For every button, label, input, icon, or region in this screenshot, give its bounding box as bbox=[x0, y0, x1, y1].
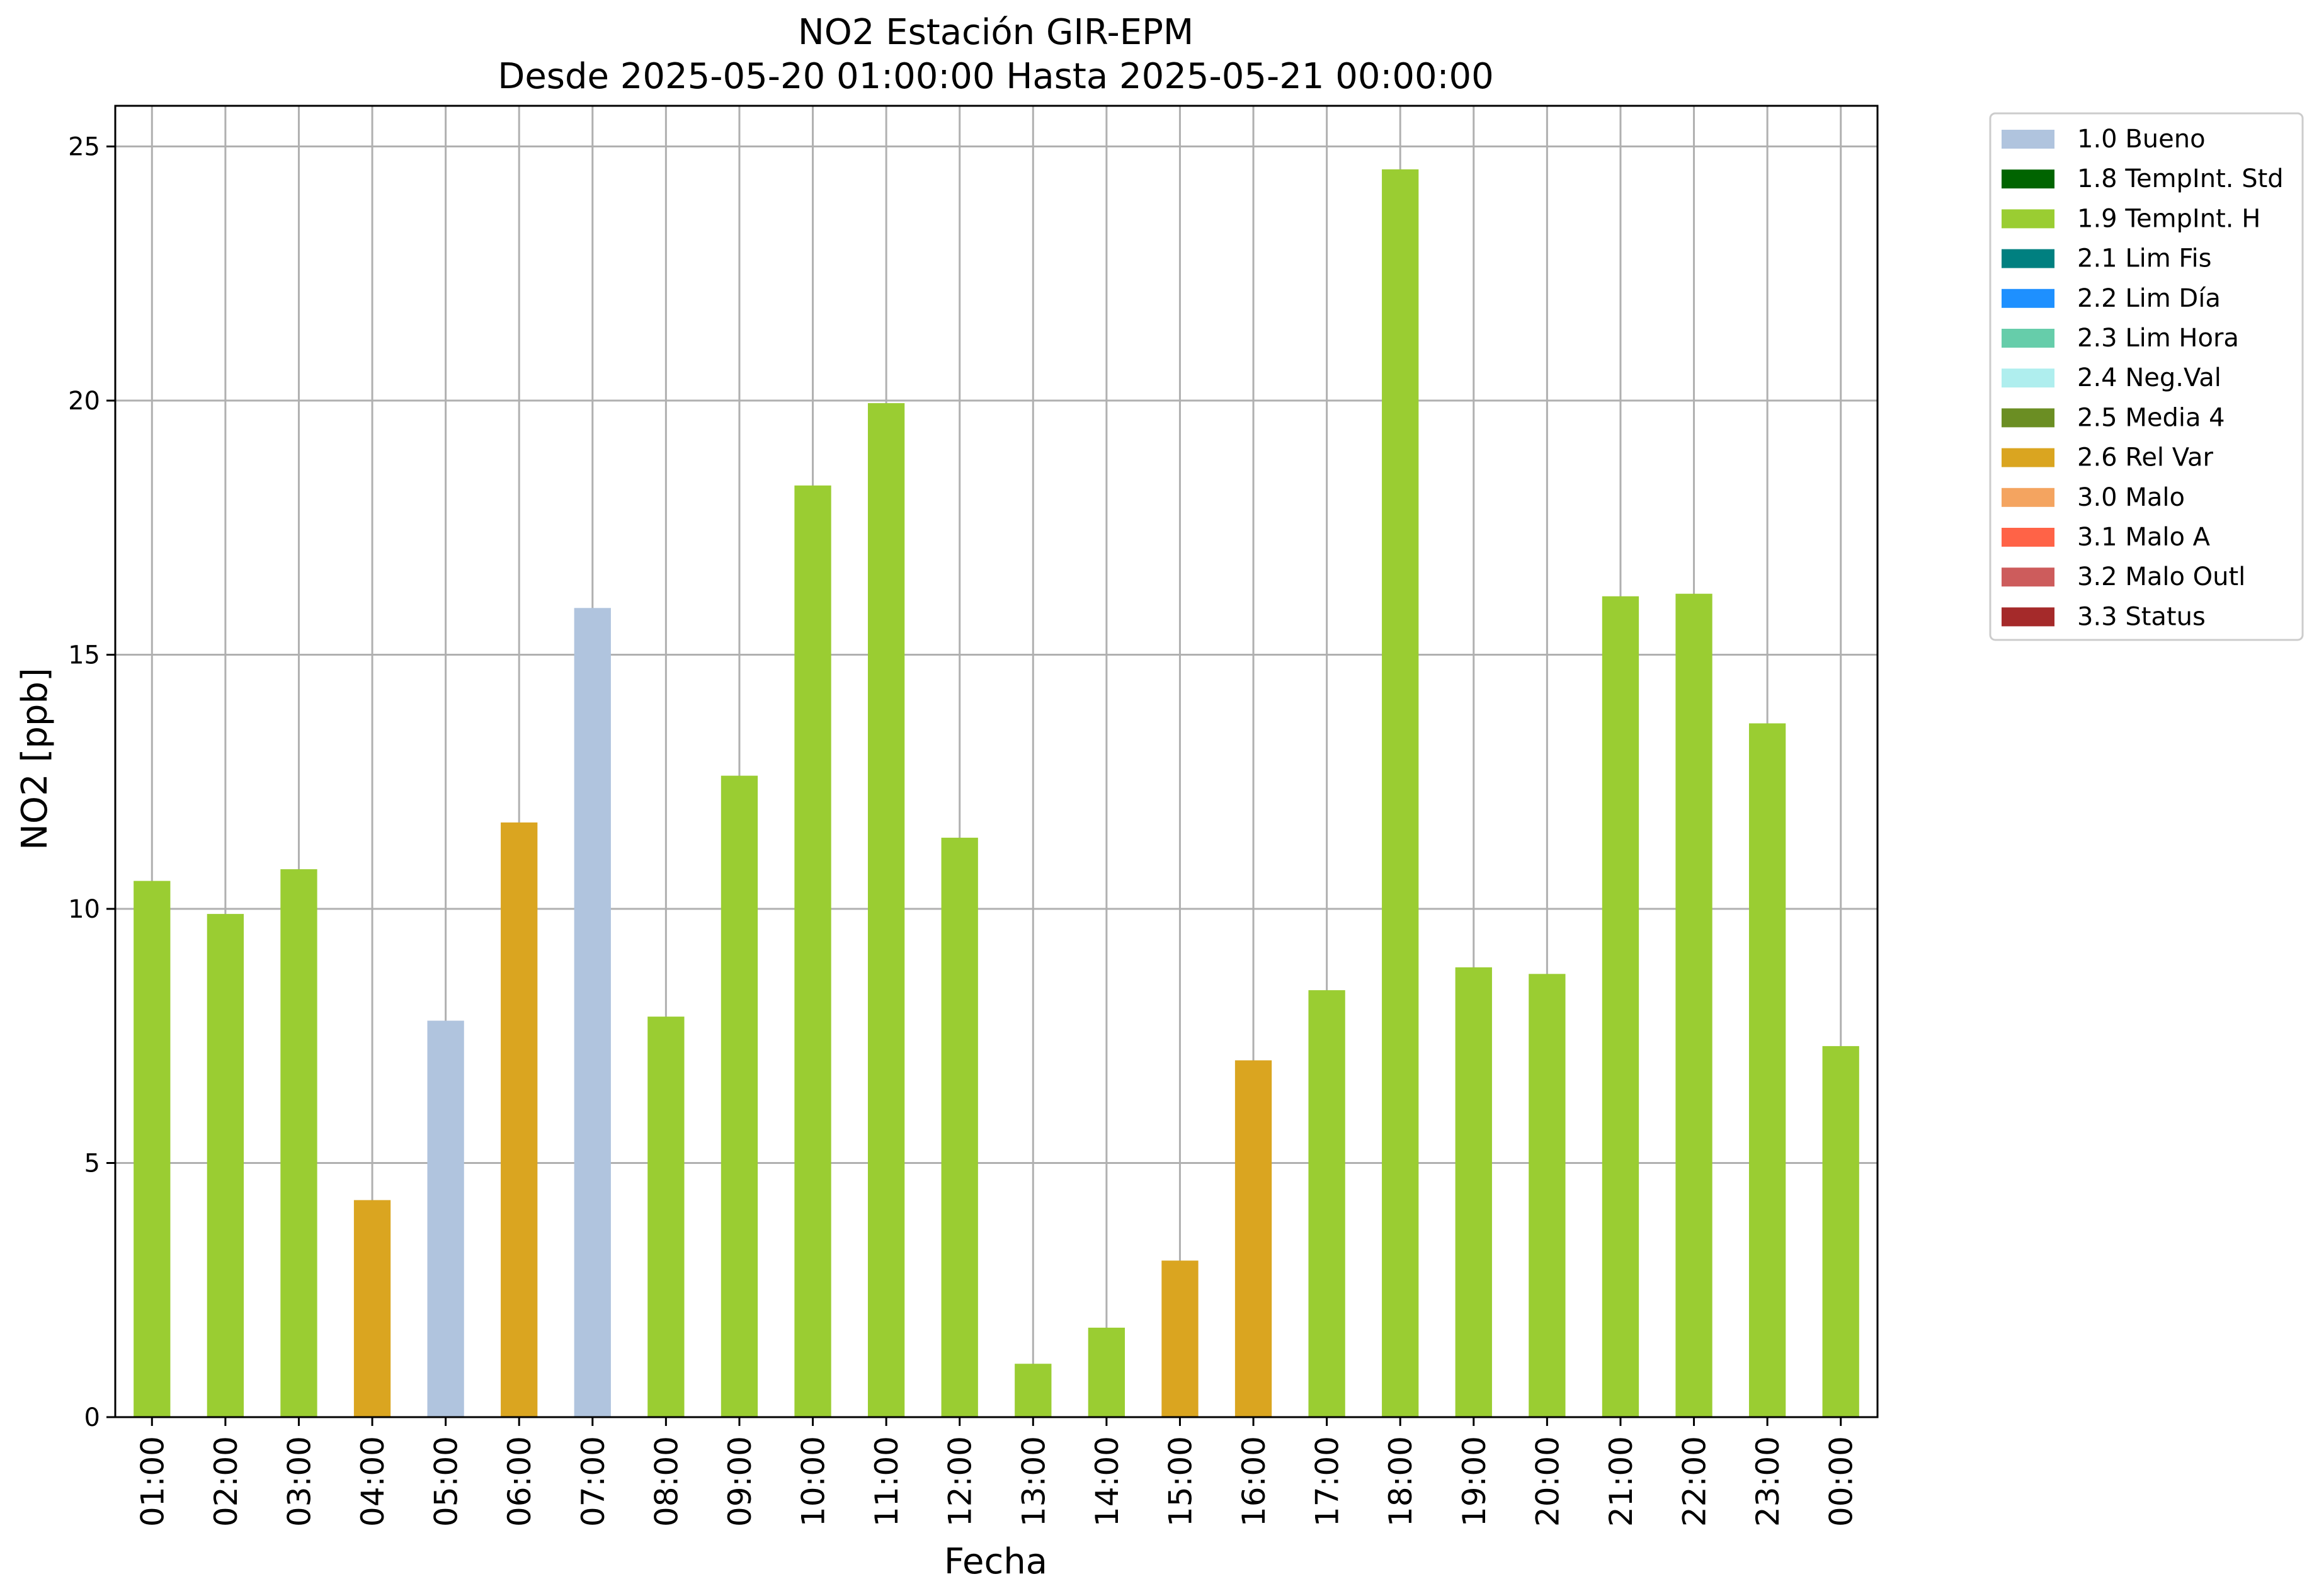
x-tick-label: 20:00 bbox=[1529, 1436, 1566, 1527]
legend-label: 1.9 TempInt. H bbox=[2077, 204, 2260, 233]
bar bbox=[1308, 990, 1345, 1417]
x-tick-label: 08:00 bbox=[648, 1436, 685, 1527]
y-axis-label: NO2 [ppb] bbox=[14, 668, 55, 850]
legend-swatch bbox=[2002, 448, 2054, 467]
legend-label: 2.1 Lim Fis bbox=[2077, 244, 2211, 273]
x-tick-label: 21:00 bbox=[1603, 1436, 1639, 1527]
bar bbox=[207, 914, 244, 1417]
x-tick-label: 22:00 bbox=[1677, 1436, 1713, 1527]
bar bbox=[1602, 596, 1639, 1417]
x-tick-label: 16:00 bbox=[1236, 1436, 1272, 1527]
legend-label: 2.4 Neg.Val bbox=[2077, 363, 2221, 392]
bar bbox=[794, 485, 831, 1417]
legend-swatch bbox=[2002, 249, 2054, 268]
bar bbox=[721, 775, 758, 1417]
bar bbox=[1234, 1060, 1272, 1417]
legend-label: 3.1 Malo A bbox=[2077, 523, 2211, 552]
x-tick-label: 01:00 bbox=[134, 1436, 171, 1527]
legend-swatch bbox=[2002, 209, 2054, 229]
bar bbox=[1529, 974, 1566, 1417]
legend-swatch bbox=[2002, 169, 2054, 189]
chart-title: NO2 Estación GIR-EPM bbox=[798, 12, 1194, 53]
legend: 1.0 Bueno 1.8 TempInt. Std 1.9 TempInt. H 2… bbox=[1989, 112, 2304, 641]
bar bbox=[647, 1017, 685, 1417]
legend-swatch bbox=[2002, 607, 2054, 627]
y-tick-label: 20 bbox=[68, 387, 100, 416]
x-tick-label: 03:00 bbox=[281, 1436, 317, 1527]
bar bbox=[1822, 1046, 1859, 1417]
legend-label: 2.2 Lim Día bbox=[2077, 284, 2221, 313]
bar bbox=[1382, 169, 1419, 1418]
x-tick-label: 04:00 bbox=[355, 1436, 391, 1527]
x-tick-label: 18:00 bbox=[1382, 1436, 1419, 1527]
bar bbox=[941, 838, 978, 1417]
y-tick-label: 5 bbox=[84, 1149, 100, 1178]
legend-frame bbox=[1989, 112, 2304, 641]
legend-label: 2.3 Lim Hora bbox=[2077, 324, 2239, 353]
x-tick-label: 06:00 bbox=[501, 1436, 538, 1527]
x-tick-label: 02:00 bbox=[208, 1436, 244, 1527]
legend-label: 3.3 Status bbox=[2077, 602, 2206, 631]
legend-swatch bbox=[2002, 408, 2054, 428]
legend-label: 1.8 TempInt. Std bbox=[2077, 164, 2284, 193]
y-tick-label: 15 bbox=[68, 641, 100, 670]
x-tick-label: 14:00 bbox=[1089, 1436, 1125, 1527]
legend-swatch bbox=[2002, 130, 2054, 149]
legend-swatch bbox=[2002, 288, 2054, 308]
x-tick-label: 11:00 bbox=[869, 1436, 905, 1527]
x-tick-label: 10:00 bbox=[795, 1436, 832, 1527]
bar bbox=[134, 881, 171, 1417]
bar bbox=[1088, 1327, 1125, 1417]
legend-swatch bbox=[2002, 487, 2054, 507]
legend-swatch bbox=[2002, 368, 2054, 388]
x-axis-label: Fecha bbox=[944, 1541, 1047, 1582]
x-tick-label: 23:00 bbox=[1750, 1436, 1786, 1527]
x-tick-label: 12:00 bbox=[942, 1436, 979, 1527]
chart-subtitle: Desde 2025-05-20 01:00:00 Hasta 2025-05-… bbox=[498, 56, 1494, 97]
legend-label: 1.0 Bueno bbox=[2077, 125, 2206, 154]
y-tick-label: 10 bbox=[68, 895, 100, 924]
x-tick-label: 13:00 bbox=[1015, 1436, 1052, 1527]
x-tick-label: 05:00 bbox=[428, 1436, 465, 1527]
bar bbox=[1675, 593, 1712, 1417]
bar bbox=[1748, 723, 1786, 1417]
bar bbox=[1161, 1260, 1199, 1417]
y-tick-label: 0 bbox=[84, 1403, 100, 1432]
bar bbox=[1015, 1364, 1052, 1417]
x-tick-label: 00:00 bbox=[1823, 1436, 1860, 1527]
y-axis: 0 5 10 15 20 25 bbox=[68, 133, 115, 1432]
x-tick-label: 17:00 bbox=[1309, 1436, 1346, 1527]
legend-swatch bbox=[2002, 528, 2054, 547]
legend-label: 3.2 Malo Outl bbox=[2077, 562, 2245, 591]
bars bbox=[134, 169, 1859, 1418]
legend-swatch bbox=[2002, 329, 2054, 348]
bar bbox=[574, 608, 611, 1418]
plot-frame bbox=[114, 105, 1879, 1418]
legend-label: 2.5 Media 4 bbox=[2077, 403, 2225, 432]
x-tick-label: 15:00 bbox=[1162, 1436, 1199, 1527]
y-tick-label: 25 bbox=[68, 133, 100, 162]
bar bbox=[501, 822, 538, 1417]
bar bbox=[353, 1200, 391, 1417]
legend-label: 2.6 Rel Var bbox=[2077, 443, 2214, 472]
bar bbox=[280, 869, 317, 1417]
x-tick-label: 09:00 bbox=[722, 1436, 758, 1527]
x-tick-label: 07:00 bbox=[575, 1436, 612, 1527]
bar bbox=[867, 403, 905, 1417]
bar bbox=[427, 1020, 464, 1417]
legend-label: 3.0 Malo bbox=[2077, 483, 2185, 512]
legend-swatch bbox=[2002, 567, 2054, 587]
bar bbox=[1455, 967, 1492, 1417]
x-tick-label: 19:00 bbox=[1456, 1436, 1493, 1527]
x-axis: 01:00 02:00 03:00 04:00 05:00 06:00 07:00 08:00… bbox=[134, 1417, 1860, 1527]
